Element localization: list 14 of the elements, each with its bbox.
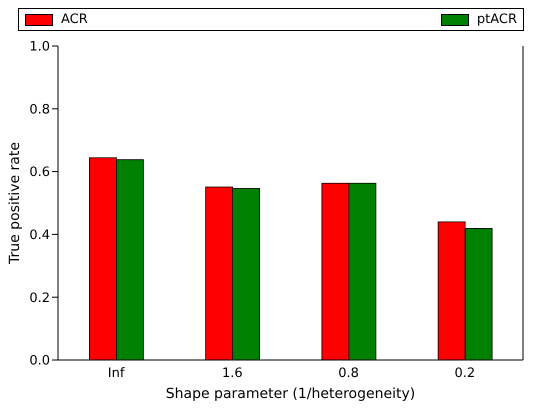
legend-label: ACR — [60, 12, 88, 27]
y-tick-label: 0.0 — [29, 354, 50, 369]
y-tick-label: 0.6 — [29, 165, 50, 180]
y-tick-label: 1.0 — [29, 40, 50, 55]
y-tick-label: 0.4 — [29, 228, 50, 244]
y-axis-title: True positive rate — [6, 142, 23, 265]
y-tick-label: 0.2 — [29, 290, 50, 306]
x-tick-label: 1.6 — [222, 366, 243, 382]
y-tick-label: 0.8 — [29, 102, 50, 118]
x-tick-label: 0.8 — [338, 366, 359, 382]
legend-label: ptACR — [476, 12, 517, 27]
x-axis-title: Shape parameter (1/heterogeneity) — [166, 386, 416, 402]
x-tick-label: Inf — [108, 366, 125, 382]
x-tick-label: 0.2 — [454, 366, 476, 382]
